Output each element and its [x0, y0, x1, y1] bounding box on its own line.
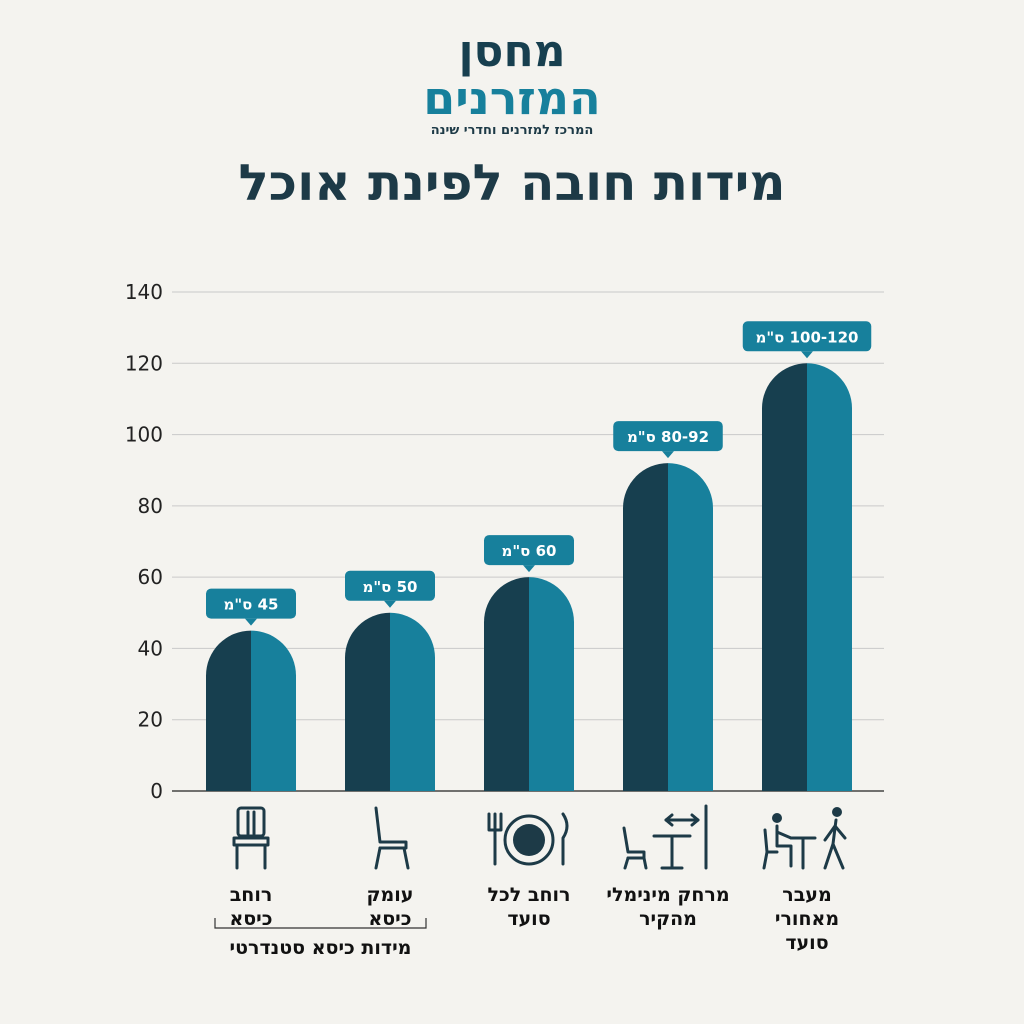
data-label: 60 ס"מ: [502, 542, 557, 560]
data-label-pointer: [384, 600, 396, 608]
category-label: רוחב לכל: [488, 884, 571, 906]
category-label: מאחורי: [775, 908, 839, 930]
group-bracket: [214, 918, 427, 929]
logo-line2: המזרנים: [423, 71, 601, 125]
group-label: מידות כיסא סטנדרטי: [230, 937, 412, 959]
y-tick-label: 100: [125, 423, 163, 447]
data-label-pointer: [801, 351, 813, 359]
category-label: כיסא: [368, 908, 411, 930]
table-wall-distance-icon: [622, 804, 708, 870]
data-label: 45 ס"מ: [224, 596, 279, 614]
chair-front-icon: [232, 806, 270, 870]
logo-tagline: המרכז למזרנים וחדרי שינה: [430, 123, 594, 138]
data-label-bubble: [484, 535, 574, 566]
y-tick-label: 60: [138, 565, 163, 589]
walkway-behind-diner-icon: [762, 807, 847, 870]
bar-1: [390, 612, 435, 791]
bar-4-shade: [762, 363, 807, 791]
data-label-bubble: [206, 588, 296, 619]
data-label-bubble: [742, 321, 872, 352]
bar-3: [668, 463, 713, 791]
logo-line1: מחסן: [458, 26, 566, 77]
chair-side-icon: [374, 806, 410, 870]
category-label: מרחק מינימלי: [606, 884, 729, 906]
y-tick-label: 140: [125, 280, 163, 304]
bar-3-shade: [623, 463, 668, 791]
bar-2-shade: [484, 577, 529, 791]
data-label: 50 ס"מ: [363, 578, 418, 596]
bar-0: [251, 630, 296, 791]
data-label-pointer: [523, 565, 535, 573]
data-label-pointer: [662, 451, 674, 459]
data-label-bubble: [613, 421, 723, 452]
category-label: מעבר: [782, 884, 831, 906]
y-tick-label: 40: [138, 636, 163, 660]
category-label: סועד: [785, 932, 828, 954]
chart-title: מידות חובה לפינת אוכל: [238, 154, 786, 212]
category-label: עומק: [367, 884, 414, 906]
bar-0-shade: [206, 630, 251, 791]
bar-4: [807, 363, 852, 791]
y-tick-label: 120: [125, 351, 163, 375]
y-tick-label: 80: [138, 494, 163, 518]
category-label: כיסא: [229, 908, 272, 930]
place-setting-icon: [487, 812, 569, 866]
bar-2: [529, 577, 574, 791]
data-label-pointer: [245, 618, 257, 626]
category-label: סועד: [507, 908, 550, 930]
category-label: מהקיר: [639, 908, 697, 930]
logo: מחסן המזרנים המרכז למזרנים וחדרי שינה: [0, 28, 1024, 140]
data-label: 80-92 ס"מ: [627, 428, 709, 446]
category-label: רוחב: [230, 884, 273, 906]
y-tick-label: 0: [150, 779, 163, 803]
plate-center: [513, 824, 545, 856]
y-tick-label: 20: [138, 708, 163, 732]
bar-1-shade: [345, 612, 390, 791]
data-label-bubble: [345, 570, 435, 601]
data-label: 100-120 ס"מ: [756, 328, 859, 346]
